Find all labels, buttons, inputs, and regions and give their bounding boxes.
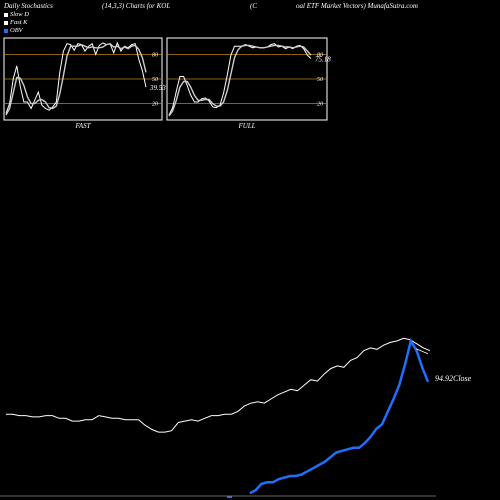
close-value-label: 94.92Close bbox=[435, 374, 472, 383]
header-right-b: oal ETF Market Vectors) MunafaSutra.com bbox=[296, 2, 418, 10]
ytick-label: 20 bbox=[152, 102, 158, 108]
legend-swatch bbox=[4, 12, 8, 17]
panel-title: FULL bbox=[237, 122, 255, 130]
value-label: 75.18 bbox=[315, 56, 331, 64]
legend-label: OBV bbox=[10, 27, 23, 34]
legend-item-fast-k: Fast K bbox=[4, 19, 28, 26]
series-line-slow-d bbox=[5, 42, 147, 116]
legend-swatch bbox=[4, 20, 8, 25]
header-right-a: (C bbox=[250, 2, 257, 10]
value-label: 39.53 bbox=[149, 84, 166, 92]
series-line-fast-k bbox=[5, 41, 147, 114]
series-line-fast-k bbox=[168, 43, 312, 116]
legend-item-obv: OBV bbox=[4, 27, 23, 34]
close-pointer bbox=[415, 348, 429, 355]
ytick-label: 80 bbox=[317, 52, 323, 58]
ytick-label: 50 bbox=[152, 77, 158, 83]
header-middle: (14,3,3) Charts for KOL bbox=[102, 2, 171, 10]
legend-swatch bbox=[4, 28, 8, 33]
ytick-label: 80 bbox=[152, 52, 158, 58]
header-left: Daily Stochastics bbox=[4, 2, 53, 10]
close-price-line bbox=[6, 337, 431, 433]
legend-label: Slow D bbox=[10, 11, 29, 18]
legend-item-slow-d: Slow D bbox=[4, 11, 29, 18]
ytick-label: 50 bbox=[317, 77, 323, 83]
obv-line bbox=[249, 337, 430, 495]
ytick-label: 20 bbox=[317, 102, 323, 108]
panel-title: FAST bbox=[74, 122, 91, 130]
series-line-slow-d bbox=[168, 44, 312, 117]
legend-label: Fast K bbox=[10, 19, 28, 26]
